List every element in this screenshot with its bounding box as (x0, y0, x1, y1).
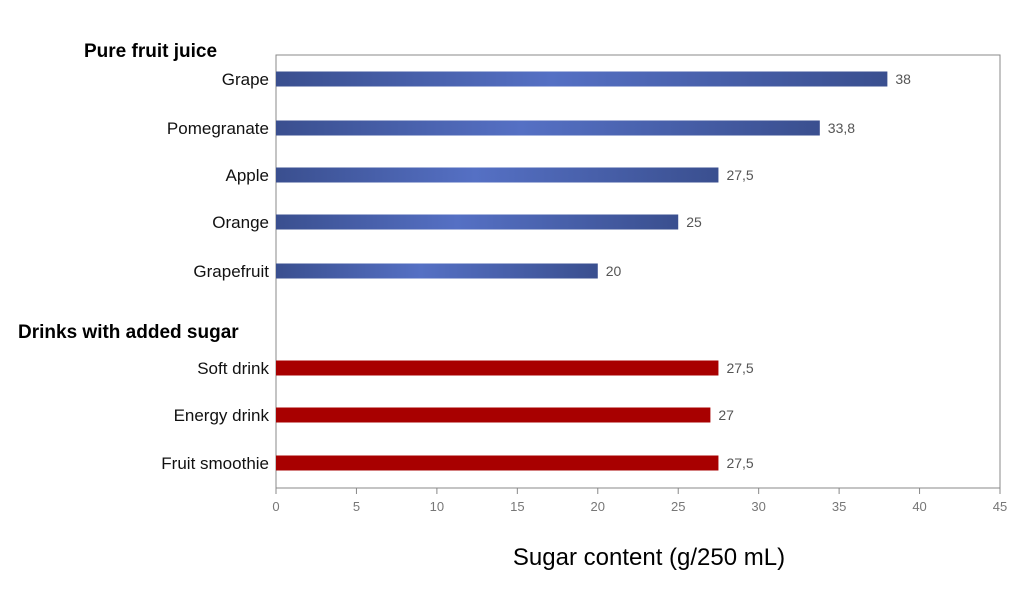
x-tick-label: 35 (832, 499, 846, 514)
group-title-pure-fruit-juice: Pure fruit juice (84, 41, 217, 62)
category-label-pomegranate: Pomegranate (167, 119, 269, 138)
x-tick-label: 10 (430, 499, 444, 514)
bar-orange (276, 214, 679, 230)
category-label-energy-drink: Energy drink (174, 406, 270, 425)
category-label-apple: Apple (226, 166, 269, 185)
category-label-soft-drink: Soft drink (197, 359, 269, 378)
value-label-pomegranate: 33,8 (828, 120, 855, 136)
bar-grapefruit (276, 263, 598, 279)
x-tick-label: 0 (272, 499, 279, 514)
value-label-grape: 38 (895, 71, 911, 87)
bar-pomegranate (276, 120, 820, 136)
bar-soft-drink (276, 360, 719, 376)
value-label-soft-drink: 27,5 (726, 360, 753, 376)
bar-grape (276, 71, 888, 87)
category-label-grapefruit: Grapefruit (193, 262, 269, 281)
group-title-drinks-with-added-sugar: Drinks with added sugar (18, 322, 239, 343)
x-tick-label: 45 (993, 499, 1007, 514)
category-label-grape: Grape (222, 70, 269, 89)
value-label-apple: 27,5 (726, 167, 753, 183)
bar-apple (276, 167, 719, 183)
value-label-fruit-smoothie: 27,5 (726, 455, 753, 471)
value-label-energy-drink: 27 (718, 407, 734, 423)
value-label-grapefruit: 20 (606, 263, 622, 279)
x-tick-label: 20 (591, 499, 605, 514)
bar-energy-drink (276, 407, 711, 423)
value-label-orange: 25 (686, 214, 702, 230)
bar-fruit-smoothie (276, 455, 719, 471)
x-axis-title: Sugar content (g/250 mL) (513, 544, 785, 571)
x-tick-label: 40 (912, 499, 926, 514)
x-tick-label: 15 (510, 499, 524, 514)
x-tick-label: 30 (751, 499, 765, 514)
category-label-fruit-smoothie: Fruit smoothie (161, 454, 269, 473)
category-label-orange: Orange (212, 213, 269, 232)
x-tick-label: 5 (353, 499, 360, 514)
x-tick-label: 25 (671, 499, 685, 514)
